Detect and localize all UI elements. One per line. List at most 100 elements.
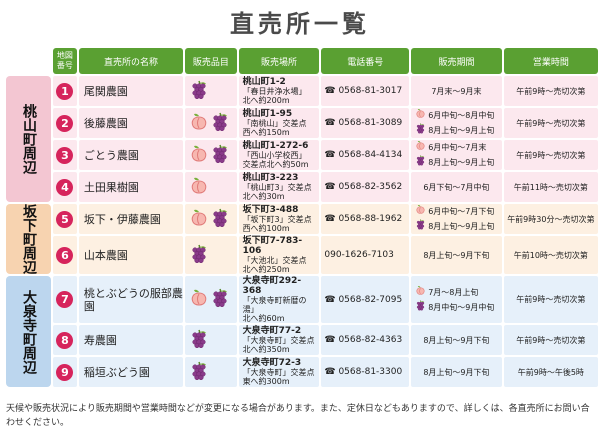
product-cell [185,204,237,234]
grape-icon [210,288,230,311]
place-cell: 大泉寺町77-2 「大泉寺町」交差点 北へ約350m [238,325,320,355]
table-row: 4 土田果樹園 桃山町3-223 「桃山町3」交差点 北へ約30m ☎ 0568-82-3… [6,172,598,202]
period-cell: 8月上旬〜9月下旬 [411,236,502,274]
period-cell: 6月下旬〜7月中旬 [411,172,502,202]
peach-icon [189,144,209,167]
place-address: 大泉寺町292-368 [242,276,302,296]
phone-number: ☎ 0568-82-7095 [321,276,410,323]
map-number-badge: 3 [56,146,74,164]
peach-icon [189,208,209,231]
header-tel: 電話番号 [321,48,410,74]
map-number-cell: 4 [53,172,77,202]
business-hours: 午前9時〜午後5時 [503,357,598,387]
place-distance: 北へ約250m [242,265,290,274]
product-cell [185,236,237,274]
place-landmark: 「春日井浄水場」 [242,87,307,96]
shop-table: 地図番号 直売所の名称 販売品目 販売場所 電話番号 販売期間 営業時間 桃山町… [4,46,600,389]
grape-icon [189,80,209,103]
business-hours: 午前9時〜売切次第 [503,325,598,355]
place-address: 大泉寺町72-3 [242,358,302,368]
grape-icon [189,329,209,352]
map-number-badge: 9 [56,363,74,381]
period-text: 6月中旬〜8月中旬 [428,111,495,120]
area-label: 大泉寺町周辺 [6,276,51,387]
period-text: 7月末〜9月末 [431,86,482,96]
map-number-badge: 8 [56,331,74,349]
period-text: 8月上旬〜9月上旬 [428,126,495,135]
place-distance: 西へ約150m [242,128,290,137]
product-cell [185,276,237,323]
map-number-cell: 7 [53,276,77,323]
place-distance: 西へ約100m [242,224,290,233]
phone-number: 090-1626-7103 [321,236,410,274]
shop-name: 尾関農園 [78,76,184,106]
peach-icon [415,140,426,155]
business-hours: 午前10時〜売切次第 [503,236,598,274]
business-hours: 午前9時〜売切次第 [503,276,598,323]
table-row: 3 ごとう農園 桃山町1-272-6 「西山小学校西」 交差点北へ約50m ☎ 0568-… [6,140,598,170]
map-number-cell: 5 [53,204,77,234]
product-cell [185,108,237,138]
map-number-cell: 9 [53,357,77,387]
map-number-badge: 1 [56,82,74,100]
place-address: 桃山町1-2 [242,77,286,87]
map-number-badge: 6 [56,246,74,264]
shop-name: 後藤農園 [78,108,184,138]
period-cell: 7月末〜9月末 [411,76,502,106]
period-text: 6月下旬〜7月中旬 [423,182,490,192]
shop-name: 山本農園 [78,236,184,274]
map-number-cell: 2 [53,108,77,138]
place-address: 坂下町3-488 [242,205,299,215]
map-number-cell: 6 [53,236,77,274]
peach-icon [415,285,426,300]
place-landmark: 「桃山町3」交差点 [242,183,312,192]
place-landmark: 「南桃山」交差点 [242,119,307,128]
place-cell: 大泉寺町292-368 「大泉寺町新暦の湯」 北へ約60m [238,276,320,323]
business-hours: 午前9時〜売切次第 [503,108,598,138]
header-product: 販売品目 [185,48,237,74]
phone-number: ☎ 0568-82-4363 [321,325,410,355]
map-number-badge: 4 [56,178,74,196]
business-hours: 午前11時〜売切次第 [503,172,598,202]
place-landmark: 「西山小学校西」 [242,151,307,160]
grape-icon [415,219,426,234]
place-address: 桃山町1-95 [242,109,293,119]
product-cell [185,172,237,202]
period-text: 8月中旬〜9月中旬 [428,302,495,312]
period-text: 8月上旬〜9月上旬 [428,222,495,231]
period-text: 6月中旬〜7月末 [428,143,487,152]
shop-name: 稲垣ぶどう園 [78,357,184,387]
map-number-badge: 7 [56,291,74,308]
page-title: 直売所一覧 [230,10,370,38]
table-row: 8 寿農園 大泉寺町77-2 「大泉寺町」交差点 北へ約350m ☎ 0568-82-43… [6,325,598,355]
product-cell [185,76,237,106]
period-text: 8月上旬〜9月下旬 [423,250,490,260]
shop-name: 寿農園 [78,325,184,355]
grape-icon [415,155,426,170]
peach-icon [189,288,209,311]
place-landmark: 「大池北」交差点 [242,256,307,265]
place-cell: 桃山町1-2 「春日井浄水場」 北へ約200m [238,76,320,106]
place-distance: 北へ約30m [242,192,285,201]
period-cell: 7月〜8月上旬 8月中旬〜9月中旬 [411,276,502,323]
shop-name: 坂下・伊藤農園 [78,204,184,234]
period-cell: 6月中旬〜7月下旬 8月上旬〜9月上旬 [411,204,502,234]
table-row: 坂下町周辺 5 坂下・伊藤農園 坂下町3-488 「坂下町3」交差点 西へ約100m ☎ 0… [6,204,598,274]
place-cell: 桃山町3-223 「桃山町3」交差点 北へ約30m [238,172,320,202]
table-row: 大泉寺町周辺 7 桃とぶどうの服部農園 大泉寺町292-368 「大泉寺町新暦の湯」 北へ… [6,276,598,387]
period-cell: 8月上旬〜9月下旬 [411,357,502,387]
grape-icon [210,112,230,135]
place-landmark: 「大泉寺町」交差点 [242,368,315,377]
phone-number: ☎ 0568-81-3089 [321,108,410,138]
shop-name: 桃とぶどうの服部農園 [78,276,184,323]
grape-icon [210,208,230,231]
phone-number: ☎ 0568-81-3017 [321,76,410,106]
place-landmark: 「大泉寺町」交差点 [242,336,315,345]
period-cell: 8月上旬〜9月下旬 [411,325,502,355]
map-number-cell: 3 [53,140,77,170]
place-cell: 坂下町7-783-106 「大池北」交差点 北へ約250m [238,236,320,274]
peach-icon [415,108,426,123]
phone-number: ☎ 0568-88-1962 [321,204,410,234]
grape-icon [210,144,230,167]
area-label: 桃山町周辺 [6,76,51,202]
